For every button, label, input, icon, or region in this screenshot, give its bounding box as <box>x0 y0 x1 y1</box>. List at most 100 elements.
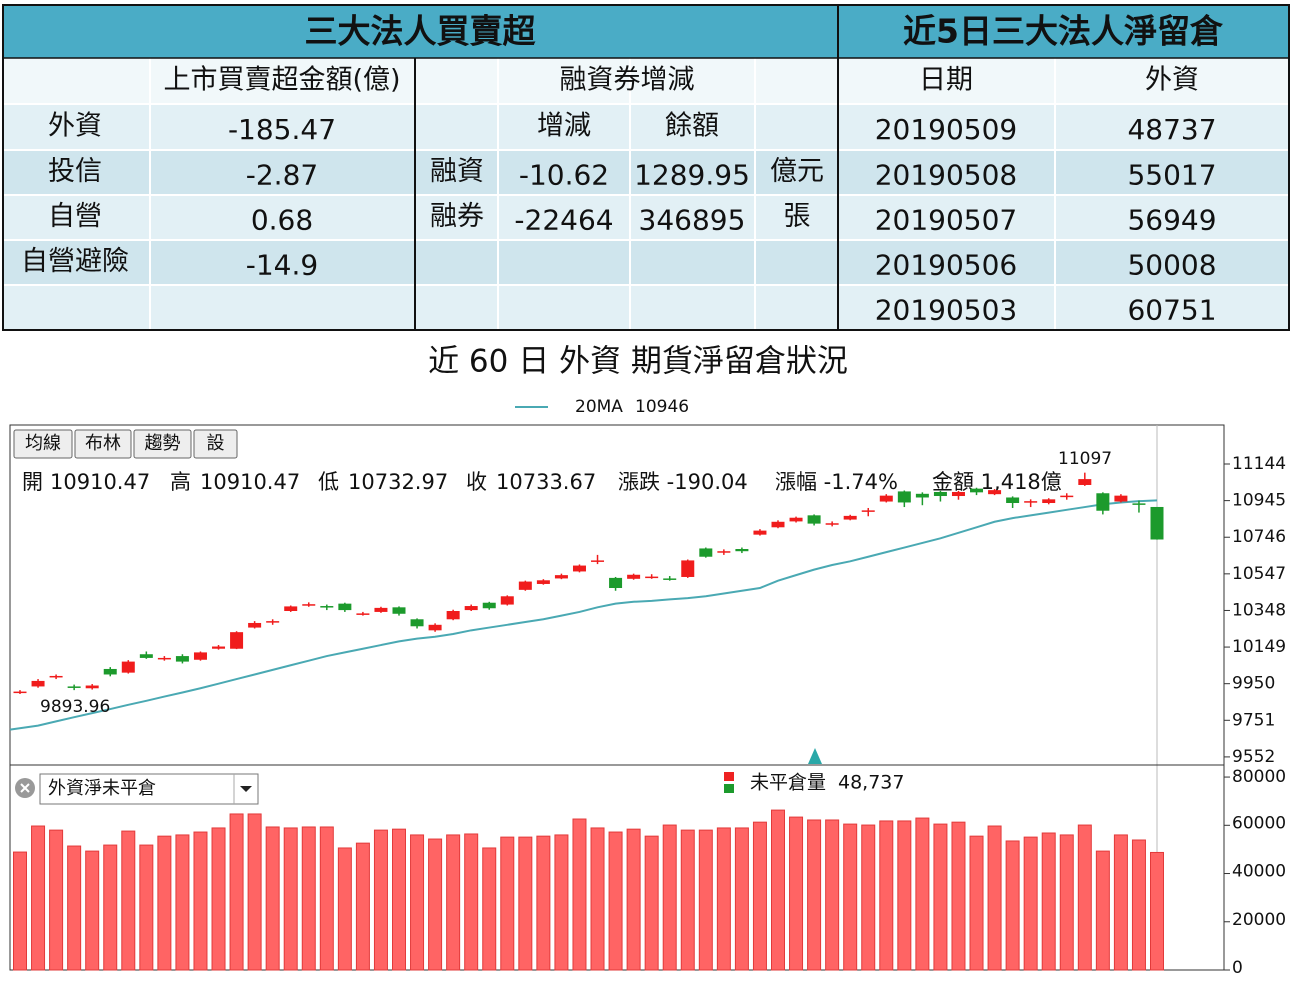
toolbar-button[interactable] <box>74 429 132 459</box>
table-row <box>3 285 1289 330</box>
candle-body <box>843 515 857 520</box>
candle-body <box>193 652 207 660</box>
cell-unit: 億元 <box>770 156 824 187</box>
toolbar-button[interactable] <box>193 429 238 459</box>
cell-value: -14.9 <box>246 249 318 282</box>
close-icon-x <box>20 783 30 793</box>
toolbar-button-label: 趨勢 <box>145 433 181 454</box>
bar <box>662 824 677 971</box>
low-annotation: 9893.96 <box>40 697 110 717</box>
info-extra: 金額 1,418億 <box>932 470 1062 494</box>
cell-value: 56949 <box>1127 204 1216 237</box>
toolbar-button[interactable] <box>133 429 192 459</box>
candle-body <box>103 668 117 675</box>
bar <box>1095 850 1110 971</box>
candle-body <box>536 580 550 584</box>
bar <box>698 829 713 971</box>
table-title: 三大法人買賣超 <box>305 12 537 51</box>
candle-body <box>572 565 586 572</box>
toolbar-button[interactable] <box>13 429 73 459</box>
bar <box>915 817 930 971</box>
bar <box>789 816 804 971</box>
y-tick-label: 10746 <box>1232 527 1286 547</box>
candle-body <box>139 654 153 658</box>
candle-body <box>266 621 280 623</box>
bar <box>500 836 515 971</box>
cell-value: 20190508 <box>875 159 1018 192</box>
info-value: 10910.47 <box>50 470 150 494</box>
candle-body <box>609 577 623 589</box>
candle-body <box>1060 495 1074 498</box>
y-tick-label: 10547 <box>1232 564 1286 584</box>
bar <box>446 834 461 971</box>
candle-body <box>374 607 388 612</box>
y-tick-label: 40000 <box>1232 862 1286 882</box>
candle-body <box>825 523 839 525</box>
info-label: 低 <box>318 470 339 494</box>
candle-body <box>591 560 605 562</box>
row-label: 投信 <box>48 156 102 187</box>
candle-body <box>861 510 875 512</box>
row-label: 融資 <box>430 156 484 187</box>
column-header: 日期 <box>919 65 973 96</box>
bar <box>807 819 822 971</box>
bar <box>247 813 262 971</box>
bar <box>734 827 749 971</box>
plot-area <box>9 424 1225 766</box>
legend-swatch <box>724 772 734 781</box>
bar <box>482 847 497 971</box>
bar <box>464 833 479 971</box>
bar <box>355 842 370 971</box>
row-label: 自營 <box>48 201 102 232</box>
candle-body <box>302 604 316 606</box>
candle-body <box>175 656 189 662</box>
candle-body <box>717 551 731 553</box>
cell-value: 20190507 <box>875 204 1018 237</box>
table-row <box>3 240 1289 285</box>
column-header: 上市買賣超金額(億) <box>163 65 400 96</box>
info-value: 10733.67 <box>496 470 596 494</box>
bar <box>265 826 280 971</box>
candle-body <box>320 606 334 608</box>
cell-value: 20190506 <box>875 249 1018 282</box>
bar <box>103 844 118 971</box>
selector[interactable] <box>39 773 259 805</box>
bar <box>85 850 100 971</box>
y-tick-label: 60000 <box>1232 813 1286 833</box>
table-border <box>2 4 1290 331</box>
info-label: 收 <box>466 470 487 494</box>
bar <box>1059 834 1074 971</box>
candle-body <box>879 495 893 502</box>
bar <box>879 820 894 971</box>
info-value: 10732.97 <box>348 470 448 494</box>
cell-value: -2.87 <box>246 159 318 192</box>
candle-body <box>518 581 532 590</box>
selector-label: 外資淨未平倉 <box>48 778 156 799</box>
bar <box>157 835 172 971</box>
legend-value: 48,737 <box>838 772 904 794</box>
bar <box>49 829 64 971</box>
row-label: 自營避險 <box>21 246 129 277</box>
y-tick-label: 0 <box>1232 958 1243 978</box>
row-label: 外資 <box>48 111 102 142</box>
bar <box>752 821 767 971</box>
candle-body <box>627 574 641 579</box>
cell-value: 1289.95 <box>634 159 750 192</box>
cell-value: 50008 <box>1127 249 1216 282</box>
bar <box>1150 851 1164 971</box>
info-label: 高 <box>170 470 191 494</box>
candle-body <box>31 680 45 687</box>
bar <box>337 847 352 971</box>
high-annotation: 11097 <box>1058 449 1112 469</box>
row-label: 融券 <box>430 201 484 232</box>
candle-body <box>933 491 947 497</box>
candle-body <box>482 602 496 609</box>
bar <box>193 831 208 971</box>
bar <box>572 818 587 971</box>
bar <box>1131 839 1146 971</box>
table-row <box>3 58 1289 104</box>
candle-body <box>681 560 695 577</box>
candle-body <box>338 603 352 611</box>
y-tick-label: 20000 <box>1232 910 1286 930</box>
bar <box>139 844 154 971</box>
